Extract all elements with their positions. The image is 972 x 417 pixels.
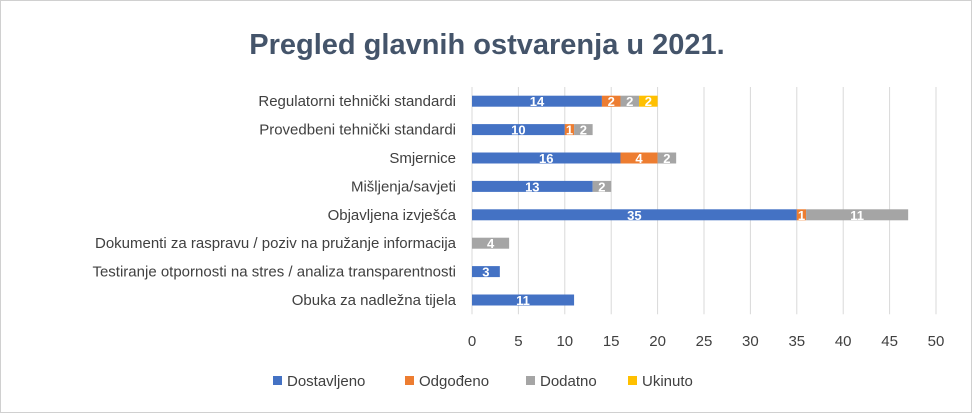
category-label: Obuka za nadležna tijela [292, 292, 457, 309]
x-tick-label: 30 [742, 333, 759, 350]
bar-segment [472, 95, 602, 107]
category-label: Objavljena izvješća [328, 207, 457, 224]
bar-segment [639, 95, 658, 107]
bar-segment [796, 209, 807, 221]
x-tick-label: 0 [468, 333, 476, 350]
legend-swatch [526, 376, 535, 385]
data-label: 2 [608, 94, 615, 109]
bar-segment [657, 152, 677, 164]
data-label: 10 [511, 123, 525, 138]
x-tick-label: 35 [788, 333, 805, 350]
chart-title: Pregled glavnih ostvarenja u 2021. [249, 29, 724, 61]
category-label: Mišljenja/savjeti [351, 178, 456, 195]
category-label: Dokumenti za raspravu / poziv na pružanj… [95, 235, 457, 252]
category-label: Regulatorni tehnički standardi [258, 93, 456, 110]
bar-segment [620, 152, 658, 164]
bar-segment [472, 124, 565, 136]
data-label: 14 [530, 94, 545, 109]
data-label: 11 [516, 293, 530, 308]
bar-segment [564, 124, 575, 136]
legend-label: Dostavljeno [287, 373, 365, 390]
category-labels: Regulatorni tehnički standardi Provedbeni… [92, 93, 456, 309]
data-label: 35 [627, 208, 641, 223]
legend: Dostavljeno Odgođeno Dodatno Ukinuto [273, 373, 693, 390]
x-tick-label: 25 [696, 333, 713, 350]
x-tick-label: 5 [514, 333, 522, 350]
bar-segment [574, 124, 593, 136]
data-label: 1 [566, 123, 573, 138]
data-label: 11 [850, 208, 864, 223]
data-label: 4 [635, 151, 643, 166]
x-tick-label: 40 [835, 333, 852, 350]
bar-segment [601, 95, 621, 107]
data-label: 1 [798, 208, 805, 223]
x-tick-label: 45 [881, 333, 898, 350]
bar-segment [806, 209, 909, 221]
x-tick-label: 15 [603, 333, 620, 350]
legend-swatch [405, 376, 414, 385]
legend-label: Odgođeno [419, 373, 489, 390]
gridlines [471, 87, 937, 315]
bar-segment [472, 180, 593, 192]
x-tick-label: 20 [649, 333, 666, 350]
data-label: 2 [580, 123, 587, 138]
data-label: 3 [482, 265, 489, 280]
data-label: 4 [487, 236, 495, 251]
bar-segment [472, 266, 500, 278]
x-tick-label: 50 [928, 333, 945, 350]
data-label: 2 [598, 179, 605, 194]
category-label: Provedbeni tehnički standardi [259, 122, 456, 139]
legend-label: Ukinuto [642, 373, 693, 390]
bar-segment [620, 95, 640, 107]
bar-segment [472, 209, 797, 221]
legend-swatch [628, 376, 637, 385]
data-label: 13 [525, 179, 539, 194]
x-axis-tick-labels: 0 5 10 15 20 25 30 35 40 45 50 [468, 333, 945, 350]
bar-segment [592, 180, 612, 192]
legend-label: Dodatno [540, 373, 597, 390]
category-label: Smjernice [389, 150, 456, 167]
data-label: 16 [539, 151, 553, 166]
x-tick-label: 10 [556, 333, 573, 350]
legend-swatch [273, 376, 282, 385]
data-label: 2 [645, 94, 652, 109]
bars [472, 95, 909, 306]
bar-segment [472, 237, 510, 249]
data-label: 2 [626, 94, 633, 109]
bar-segment [472, 152, 621, 164]
bar-segment [472, 294, 575, 306]
data-label: 2 [663, 151, 670, 166]
category-label: Testiranje otpornosti na stres / analiza… [92, 264, 456, 281]
